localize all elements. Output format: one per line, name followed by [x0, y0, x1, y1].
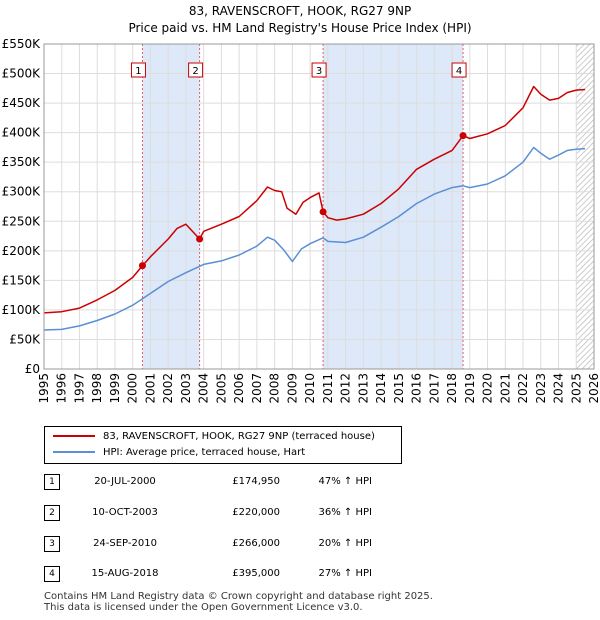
sale-date: 10-OCT-2003	[92, 507, 158, 518]
legend-property-swatch	[53, 435, 95, 437]
legend-hpi-swatch	[53, 451, 95, 453]
sale-label-text: 4	[456, 66, 462, 77]
x-tick-label: 2023	[534, 373, 548, 404]
x-tick-label: 2009	[285, 373, 299, 404]
x-tick-label: 2006	[232, 373, 246, 404]
legend-property-label: 83, RAVENSCROFT, HOOK, RG27 9NP (terrace…	[103, 431, 375, 442]
y-tick-label: £550K	[2, 37, 42, 51]
sale-label-text: 3	[316, 66, 322, 77]
x-tick-label: 2014	[374, 373, 388, 404]
x-tick-label: 2024	[552, 373, 566, 404]
sale-hpi-diff: 20% ↑ HPI	[318, 538, 372, 549]
sale-hpi-diff: 27% ↑ HPI	[318, 568, 372, 579]
x-tick-label: 2010	[303, 373, 317, 404]
x-tick-label: 2016	[410, 373, 424, 404]
sale-price: £174,950	[232, 476, 280, 487]
sale-label-text: 1	[135, 66, 141, 77]
forecast-hatch	[576, 44, 594, 369]
plot-area	[44, 44, 594, 369]
x-tick-label: 2020	[481, 373, 495, 404]
sale-number-badge: 4	[44, 566, 60, 582]
legend-property: 83, RAVENSCROFT, HOOK, RG27 9NP (terrace…	[53, 429, 375, 445]
x-tick-label: 2013	[356, 373, 370, 404]
x-tick-label: 2002	[161, 373, 175, 404]
x-tick-label: 2021	[498, 373, 512, 404]
property-price-line	[43, 85, 586, 314]
sale-label-box	[451, 62, 467, 78]
sale-number-badge: 2	[44, 505, 60, 521]
y-tick-label: £250K	[2, 214, 42, 228]
legend-hpi-label: HPI: Average price, terraced house, Hart	[103, 447, 306, 458]
x-tick-label: 2025	[569, 373, 583, 404]
x-tick-label: 2003	[179, 373, 193, 404]
footer-license: This data is licensed under the Open Gov…	[44, 602, 363, 613]
x-tick-label: 2012	[339, 373, 353, 404]
x-tick-label: 1999	[108, 373, 122, 404]
sale-label-box	[188, 62, 204, 78]
x-tick-label: 2015	[392, 373, 406, 404]
sale-number-badge: 3	[44, 536, 60, 552]
sale-point	[459, 132, 467, 140]
sale-label-box	[311, 62, 327, 78]
sale-price: £220,000	[232, 507, 280, 518]
x-tick-label: 2019	[463, 373, 477, 404]
y-tick-label: £200K	[2, 244, 42, 258]
x-tick-label: 2007	[250, 373, 264, 404]
y-tick-label: £400K	[2, 126, 42, 140]
y-tick-label: £350K	[2, 155, 42, 169]
y-tick-label: £450K	[2, 96, 42, 110]
legend: 83, RAVENSCROFT, HOOK, RG27 9NP (terrace…	[44, 426, 402, 464]
x-tick-label: 2018	[445, 373, 459, 404]
y-tick-label: £0	[25, 362, 40, 376]
y-tick-label: £150K	[2, 273, 42, 287]
y-tick-label: £500K	[2, 67, 42, 81]
y-tick-label: £100K	[2, 303, 42, 317]
ownership-shade	[142, 44, 200, 369]
x-tick-label: 1996	[55, 373, 69, 404]
x-tick-label: 2001	[143, 373, 157, 404]
x-tick-label: 2026	[587, 373, 600, 404]
sale-price: £266,000	[232, 538, 280, 549]
chart-title: 83, RAVENSCROFT, HOOK, RG27 9NP	[188, 4, 412, 18]
sale-date: 20-JUL-2000	[94, 476, 156, 487]
plot-border	[43, 43, 595, 370]
sale-point	[196, 235, 204, 243]
price-chart: 1 2 3 4 £0 £50K £100K £150K £200K £250K £300K £350K…	[2, 37, 600, 404]
footer: Contains HM Land Registry data © Crown c…	[44, 591, 433, 613]
x-tick-label: 2011	[321, 373, 335, 404]
x-tick-label: 2008	[268, 373, 282, 404]
sale-price: £395,000	[232, 568, 280, 579]
sale-label-text: 2	[192, 66, 198, 77]
x-tick-label: 2022	[516, 373, 530, 404]
y-tick-label: £50K	[9, 332, 41, 346]
x-tick-label: 2000	[126, 373, 140, 404]
x-tick-label: 1995	[37, 373, 51, 404]
sale-hpi-diff: 47% ↑ HPI	[318, 476, 372, 487]
ownership-shade	[323, 44, 464, 369]
x-tick-label: 1998	[90, 373, 104, 404]
chart-subtitle: Price paid vs. HM Land Registry's House …	[128, 21, 472, 35]
sale-point	[319, 208, 327, 216]
hpi-line	[43, 146, 586, 331]
legend-hpi: HPI: Average price, terraced house, Hart	[53, 445, 305, 461]
sale-date: 15-AUG-2018	[91, 568, 159, 579]
sale-point	[138, 262, 146, 270]
x-tick-label: 2004	[197, 373, 211, 404]
sale-label-box	[130, 62, 146, 78]
x-tick-label: 2017	[427, 373, 441, 404]
sale-date: 24-SEP-2010	[93, 538, 157, 549]
sale-number-badge: 1	[44, 474, 60, 490]
y-tick-label: £300K	[2, 185, 42, 199]
footer-copyright: Contains HM Land Registry data © Crown c…	[44, 591, 433, 602]
sale-hpi-diff: 36% ↑ HPI	[318, 507, 372, 518]
x-tick-label: 2005	[214, 373, 228, 404]
x-tick-label: 1997	[72, 373, 86, 404]
